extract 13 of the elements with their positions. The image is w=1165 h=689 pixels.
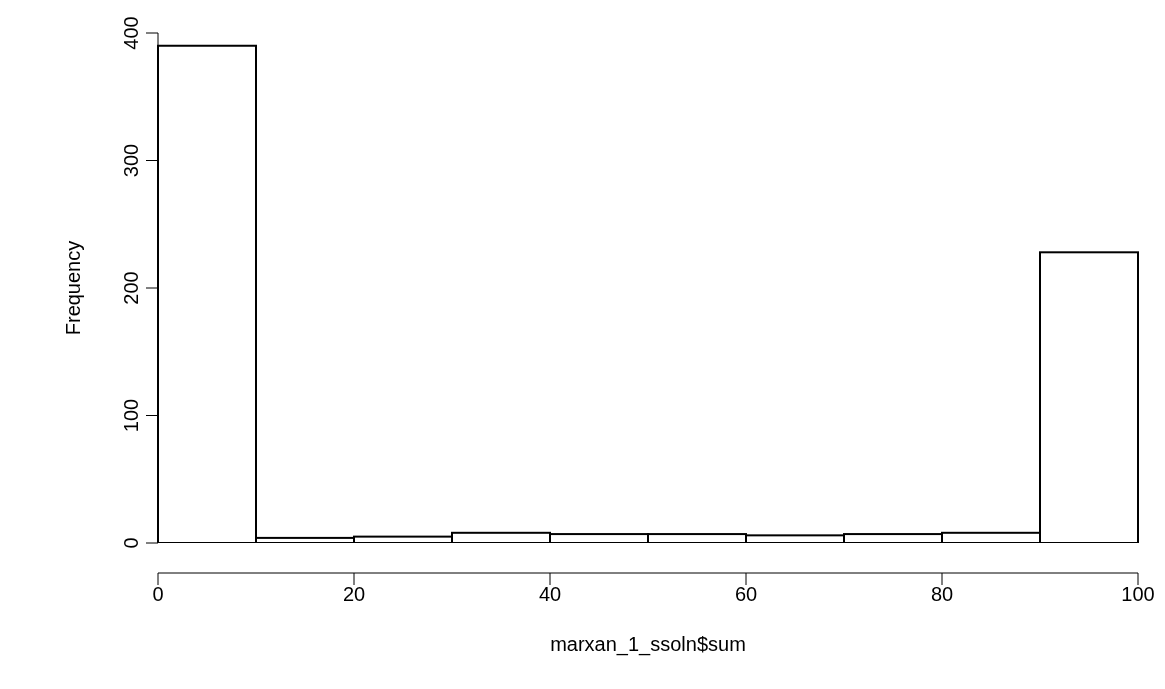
x-tick-label: 60 xyxy=(734,583,758,606)
x-axis-title: marxan_1_ssoln$sum xyxy=(550,633,746,656)
y-tick-label: 300 xyxy=(120,143,142,178)
y-tick-label: 200 xyxy=(120,271,142,305)
x-tick-label: 40 xyxy=(538,583,562,606)
y-tick-label: 400 xyxy=(120,16,142,50)
y-axis-title: Frequency xyxy=(62,240,85,336)
y-tick-label: 0 xyxy=(120,537,142,549)
x-tick-label: 0 xyxy=(152,583,164,606)
x-tick-label: 80 xyxy=(930,583,954,606)
x-tick-label: 100 xyxy=(1121,583,1155,606)
x-tick-label: 20 xyxy=(342,583,366,606)
y-tick-label: 100 xyxy=(120,398,142,433)
